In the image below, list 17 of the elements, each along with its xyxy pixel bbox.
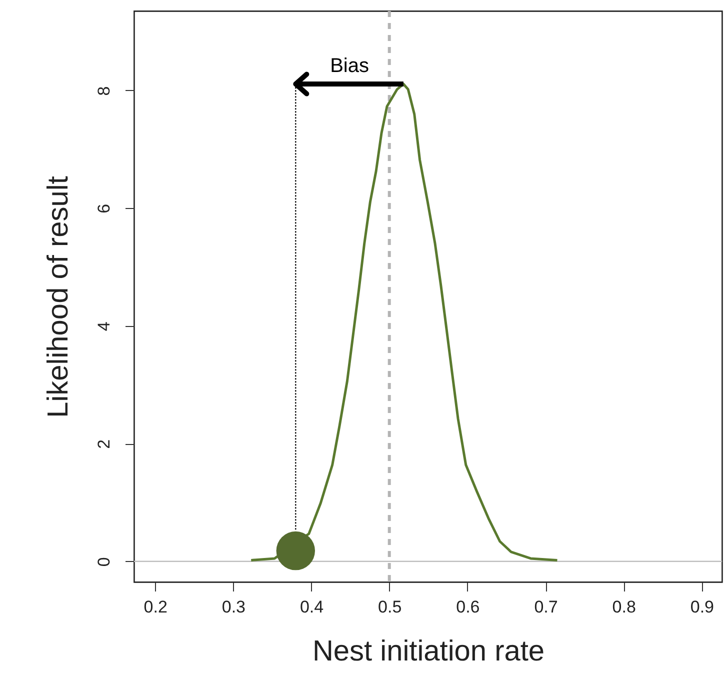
x-tick-label: 0.7 — [534, 598, 558, 616]
y-tick-label: 6 — [94, 204, 114, 214]
x-tick-label: 0.6 — [456, 598, 480, 616]
line-series — [250, 82, 558, 562]
x-tick-label: 0.3 — [222, 598, 246, 616]
x-tick-label: 0.5 — [378, 598, 402, 616]
x-tick-label: 0.4 — [300, 598, 324, 616]
annotation: Bias — [330, 54, 369, 77]
x-tick-label: 0.2 — [144, 598, 168, 616]
y-tick-label: 4 — [94, 322, 114, 332]
x-tick-label: 0.8 — [612, 598, 636, 616]
y-axis-title: Likelihood of result — [42, 176, 74, 418]
y-tick-label: 8 — [94, 86, 114, 96]
x-axis-title: Nest initiation rate — [312, 636, 545, 668]
y-tick-label: 2 — [94, 439, 114, 449]
y-tick-label: 0 — [94, 557, 114, 567]
x-tick-label: 0.9 — [690, 598, 714, 616]
